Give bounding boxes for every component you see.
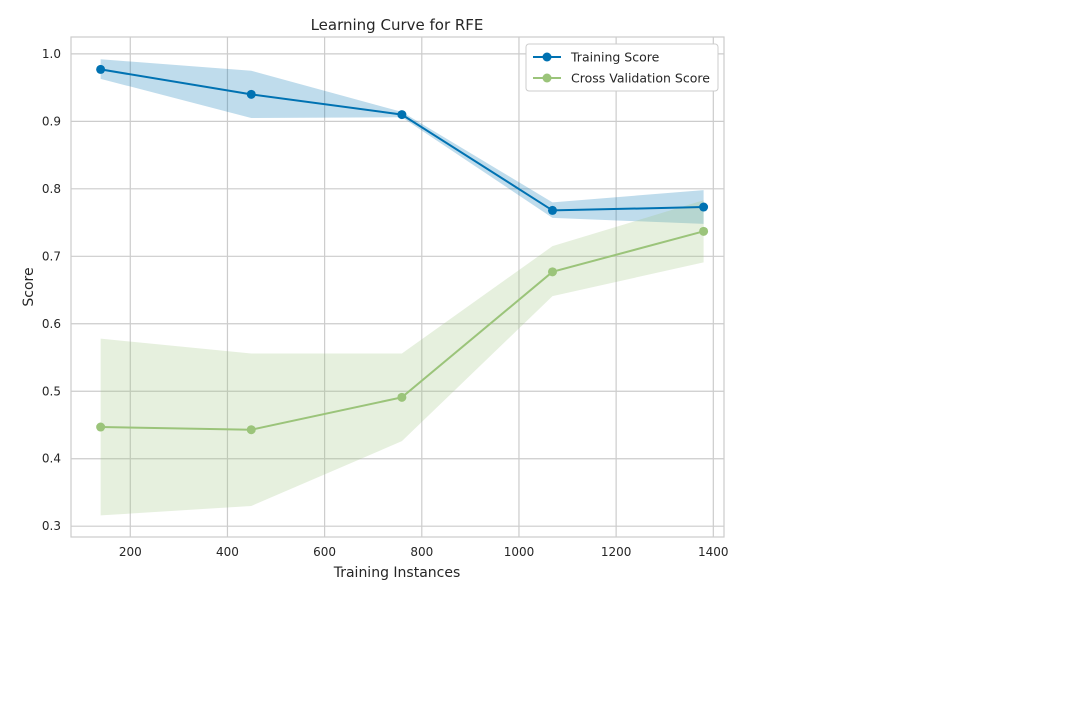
- x-tick-label: 1200: [601, 545, 632, 559]
- y-tick-label: 0.7: [42, 249, 61, 263]
- training-score-band: [100, 59, 704, 224]
- y-tick-label: 1.0: [42, 47, 61, 61]
- legend-training-marker: [542, 52, 552, 62]
- x-tick-label: 1400: [698, 545, 729, 559]
- legend-training-label: Training Score: [570, 50, 660, 65]
- cross-validation-score-point: [547, 267, 557, 277]
- legend-cv-label: Cross Validation Score: [571, 71, 710, 86]
- training-score-point: [96, 64, 106, 74]
- cross-validation-score-point: [246, 425, 256, 435]
- legend-cv-marker: [542, 73, 552, 83]
- y-tick-label: 0.6: [42, 317, 61, 331]
- y-tick-label: 0.9: [42, 114, 61, 128]
- legend-box: [525, 43, 719, 92]
- training-score-point: [547, 205, 557, 215]
- cross-validation-score-point: [699, 226, 709, 236]
- cross-validation-score-point: [397, 392, 407, 402]
- grid: [71, 37, 724, 537]
- cross-validation-score-point: [96, 422, 106, 432]
- plot-area: [70, 36, 725, 538]
- y-axis-label: Score: [21, 267, 37, 306]
- x-axis-ticks: 200 400 600 800 1000 1200 1400: [119, 545, 729, 559]
- y-tick-label: 0.3: [42, 519, 61, 533]
- x-tick-label: 600: [313, 545, 336, 559]
- y-axis-ticks: 0.3 0.4 0.5 0.6 0.7 0.8 0.9 1.0: [42, 47, 61, 533]
- y-tick-label: 0.5: [42, 384, 61, 398]
- x-tick-label: 1000: [504, 545, 535, 559]
- training-score-point: [246, 89, 256, 99]
- x-tick-label: 200: [119, 545, 142, 559]
- confidence-bands: [100, 59, 704, 516]
- y-tick-label: 0.4: [42, 452, 61, 466]
- series-points: [96, 64, 709, 435]
- legend: Training Score Cross Validation Score: [525, 43, 719, 92]
- y-tick-label: 0.8: [42, 182, 61, 196]
- chart-title: Learning Curve for RFE: [311, 16, 484, 34]
- cross-validation-score-band: [100, 200, 704, 516]
- x-axis-label: Training Instances: [333, 565, 461, 581]
- training-score-point: [397, 110, 407, 120]
- training-score-point: [699, 202, 709, 212]
- x-tick-label: 400: [216, 545, 239, 559]
- x-tick-label: 800: [410, 545, 433, 559]
